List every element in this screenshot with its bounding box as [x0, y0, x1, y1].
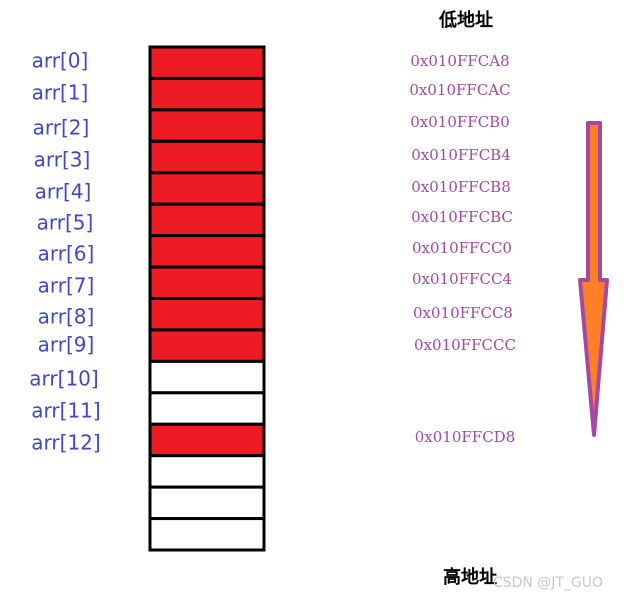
element-label: arr[12]: [31, 431, 100, 455]
memory-cell: [148, 517, 266, 552]
element-label: arr[1]: [32, 81, 89, 105]
address-label: 0x010FFCA8: [410, 52, 509, 70]
memory-cell: [148, 297, 266, 332]
element-label: arr[0]: [32, 49, 89, 73]
address-label: 0x010FFCCC: [414, 336, 516, 354]
top-label: 低地址: [438, 9, 493, 31]
address-label: 0x010FFCB0: [410, 113, 510, 131]
address-label: 0x010FFCB4: [411, 146, 511, 164]
memory-cell: [148, 454, 266, 489]
memory-cell: [148, 76, 266, 112]
watermark: CSDN @JT_GUO: [493, 575, 603, 591]
element-label: arr[7]: [38, 274, 95, 298]
memory-cell: [148, 485, 266, 521]
memory-cell: [148, 359, 266, 395]
element-label: arr[2]: [33, 116, 90, 140]
memory-cell: [148, 139, 266, 175]
element-label: arr[10]: [29, 367, 98, 391]
memory-cell: [148, 108, 266, 143]
element-label: arr[3]: [34, 148, 91, 172]
memory-cell: [148, 202, 266, 238]
element-label: arr[6]: [38, 242, 95, 266]
element-label: arr[4]: [35, 180, 92, 204]
memory-cell: [148, 391, 266, 426]
address-label: 0x010FFCD8: [415, 428, 516, 446]
element-label: arr[5]: [37, 211, 94, 235]
element-label: arr[8]: [38, 305, 95, 329]
memory-cell: [148, 265, 266, 300]
element-label: arr[9]: [38, 333, 95, 357]
element-label: arr[11]: [31, 399, 100, 423]
address-label: 0x010FFCC8: [413, 304, 513, 322]
address-label: 0x010FFCBC: [411, 208, 513, 226]
address-label: 0x010FFCC4: [412, 270, 512, 288]
memory-cell: [148, 171, 266, 206]
address-label: 0x010FFCB8: [411, 178, 511, 196]
memory-cell: [148, 328, 266, 363]
direction-arrow: [578, 121, 609, 437]
memory-cell: [148, 45, 266, 80]
memory-cell: [148, 422, 266, 458]
address-label: 0x010FFCAC: [409, 81, 510, 99]
memory-cell: [148, 234, 266, 269]
bottom-label: 高地址: [443, 566, 497, 588]
address-label: 0x010FFCC0: [412, 239, 512, 257]
